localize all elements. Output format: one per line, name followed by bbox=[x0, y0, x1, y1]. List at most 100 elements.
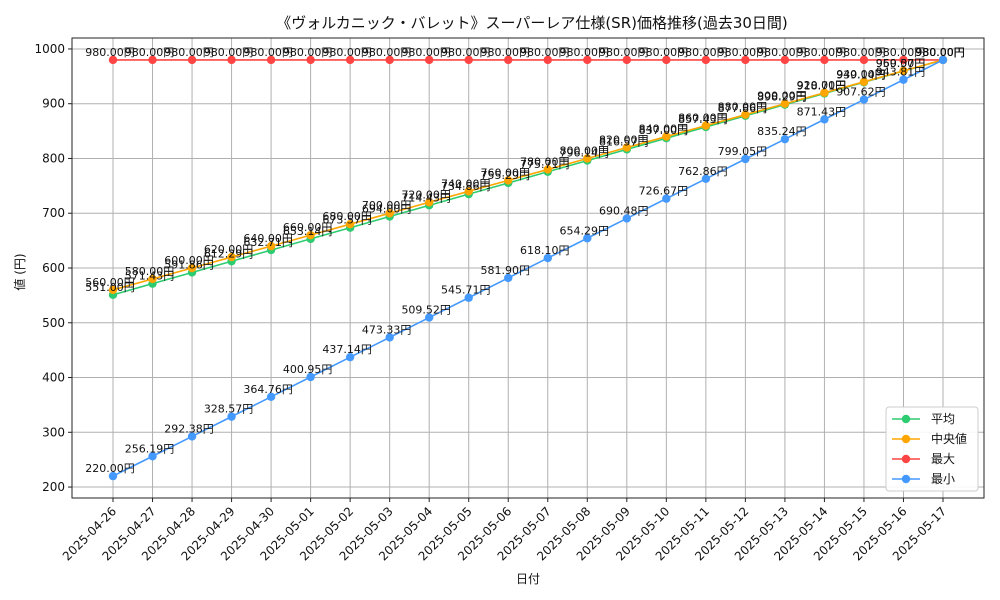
data-label: 820.00円 bbox=[599, 134, 649, 147]
y-tick-label: 400 bbox=[42, 371, 65, 385]
data-label: 755.29円 bbox=[480, 169, 530, 182]
data-label: 920.00円 bbox=[797, 79, 847, 92]
data-label: 980.00円 bbox=[401, 46, 451, 59]
legend-marker bbox=[901, 474, 911, 484]
data-label: 780.00円 bbox=[520, 155, 570, 168]
data-label: 694.00円 bbox=[362, 203, 412, 216]
data-label: 690.48円 bbox=[599, 204, 649, 217]
data-label: 720.00円 bbox=[401, 188, 451, 201]
data-label: 714.43円 bbox=[401, 191, 451, 204]
data-label: 726.67円 bbox=[639, 185, 689, 198]
data-label: 835.24円 bbox=[757, 125, 807, 138]
y-tick-label: 200 bbox=[42, 480, 65, 494]
data-point bbox=[780, 99, 790, 108]
data-label: 959.57円 bbox=[876, 57, 926, 70]
series-line bbox=[112, 59, 944, 477]
data-point bbox=[820, 55, 829, 65]
data-label: 980.00円 bbox=[243, 46, 293, 59]
data-point bbox=[345, 219, 355, 229]
data-point bbox=[899, 66, 908, 76]
data-point bbox=[424, 55, 434, 65]
data-label: 653.14円 bbox=[283, 225, 333, 238]
data-point bbox=[385, 209, 394, 218]
data-labels: 980.00円980.00円980.00円980.00円980.00円980.0… bbox=[85, 46, 965, 475]
data-point bbox=[504, 176, 513, 185]
data-label: 939.14円 bbox=[836, 68, 886, 81]
data-label: 980.00円 bbox=[718, 46, 768, 59]
data-label: 980.00円 bbox=[85, 46, 135, 59]
data-point bbox=[701, 55, 711, 65]
data-label: 220.00円 bbox=[85, 462, 135, 475]
chart-title: 《ヴォルカニック・バレット》スーパーレア仕様(SR)価格推移(過去30日間) bbox=[276, 14, 788, 32]
data-point bbox=[385, 55, 394, 65]
data-label: 400.95円 bbox=[283, 363, 333, 376]
data-point bbox=[741, 110, 750, 119]
data-point bbox=[859, 55, 869, 65]
data-label: 980.00円 bbox=[283, 46, 333, 59]
data-label: 680.00円 bbox=[322, 210, 372, 223]
data-label: 860.00円 bbox=[678, 112, 728, 125]
data-point bbox=[741, 154, 750, 164]
data-point bbox=[938, 55, 948, 65]
data-point bbox=[306, 372, 315, 382]
data-point bbox=[622, 214, 632, 223]
data-point bbox=[662, 55, 671, 65]
data-label: 980.00円 bbox=[757, 46, 807, 59]
data-label: 980.00円 bbox=[797, 46, 847, 59]
data-point bbox=[464, 293, 473, 302]
legend-marker bbox=[901, 414, 911, 424]
data-label: 560.00円 bbox=[85, 276, 135, 289]
data-label: 960.00円 bbox=[876, 57, 926, 70]
data-label: 292.38円 bbox=[164, 422, 214, 435]
data-point bbox=[504, 55, 513, 65]
legend-label: 平均 bbox=[931, 412, 955, 426]
data-point bbox=[148, 452, 157, 461]
series-group bbox=[108, 55, 948, 481]
data-label: 591.86円 bbox=[164, 258, 214, 271]
legend-box bbox=[885, 406, 979, 492]
data-point bbox=[662, 194, 671, 203]
data-point bbox=[227, 252, 236, 262]
data-point bbox=[780, 55, 790, 65]
data-point bbox=[504, 273, 513, 283]
data-point bbox=[543, 55, 552, 65]
data-label: 762.86円 bbox=[678, 165, 728, 178]
data-point bbox=[187, 55, 197, 65]
data-point bbox=[662, 132, 671, 141]
data-label: 551.00円 bbox=[85, 281, 135, 294]
data-label: 980.00円 bbox=[915, 46, 965, 59]
x-axis: 2025-04-262025-04-272025-04-282025-04-29… bbox=[60, 498, 949, 563]
data-label: 571.43円 bbox=[125, 270, 175, 283]
data-point bbox=[622, 143, 632, 152]
legend-label: 中央値 bbox=[931, 431, 967, 446]
data-point bbox=[859, 77, 869, 87]
y-tick-label: 1000 bbox=[34, 42, 65, 56]
data-point bbox=[543, 253, 552, 263]
data-label: 640.00円 bbox=[243, 232, 293, 245]
data-label: 980.00円 bbox=[362, 46, 412, 59]
data-label: 816.57円 bbox=[599, 135, 649, 148]
data-point bbox=[385, 333, 394, 342]
data-label: 660.00円 bbox=[283, 221, 333, 234]
data-label: 857.43円 bbox=[678, 113, 728, 126]
data-point bbox=[266, 241, 276, 251]
data-point bbox=[464, 187, 473, 196]
data-label: 796.14円 bbox=[560, 147, 610, 160]
data-point bbox=[543, 165, 552, 174]
data-point bbox=[148, 55, 157, 65]
data-label: 364.76円 bbox=[243, 383, 293, 396]
data-point bbox=[583, 55, 592, 65]
data-label: 612.29円 bbox=[204, 247, 254, 260]
data-point bbox=[583, 234, 592, 243]
grid bbox=[72, 38, 984, 498]
data-point bbox=[187, 263, 197, 273]
data-label: 980.00円 bbox=[560, 46, 610, 59]
data-point bbox=[741, 55, 750, 65]
data-label: 943.81円 bbox=[876, 66, 926, 79]
data-point bbox=[148, 274, 157, 284]
data-label: 620.00円 bbox=[204, 243, 254, 256]
data-label: 580.00円 bbox=[125, 265, 175, 278]
data-point bbox=[859, 95, 869, 104]
data-label: 980.00円 bbox=[441, 46, 491, 59]
